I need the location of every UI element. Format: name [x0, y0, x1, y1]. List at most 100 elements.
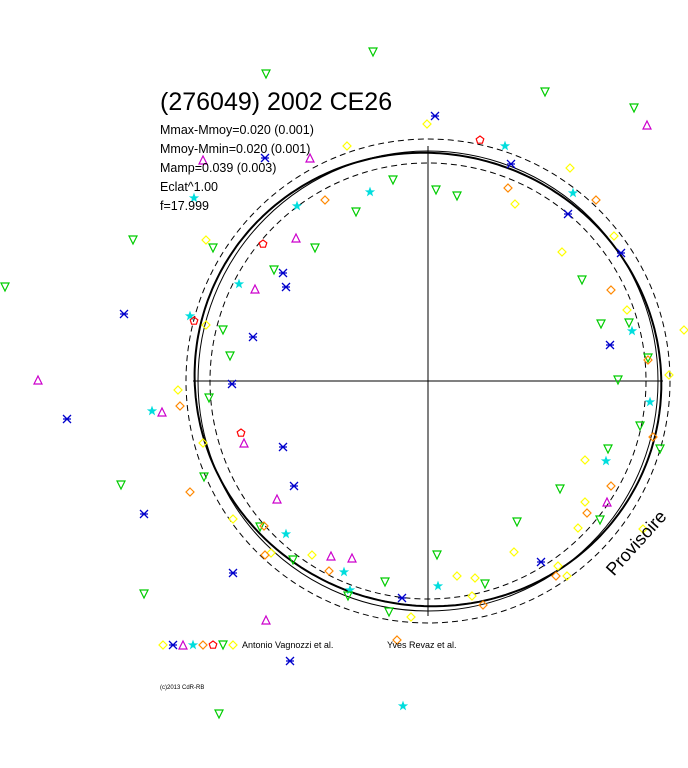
dashed-envelope-inner [209, 162, 647, 600]
data-point [605, 340, 615, 350]
data-point [236, 428, 246, 437]
data-point [119, 309, 129, 319]
data-point [248, 332, 258, 342]
data-point [602, 496, 612, 507]
data-point [281, 282, 291, 292]
data-point [189, 316, 199, 325]
data-point [326, 550, 336, 561]
data-point [642, 119, 652, 130]
legend-markers [158, 639, 238, 651]
data-point [580, 497, 590, 507]
data-point [368, 47, 378, 58]
data-point [128, 235, 138, 246]
data-point [228, 514, 238, 524]
data-point [320, 195, 330, 205]
data-point [175, 401, 185, 411]
data-point [643, 355, 653, 365]
data-point [214, 709, 224, 720]
data-point [655, 444, 665, 455]
data-point [432, 580, 444, 591]
legend-marker [187, 639, 199, 650]
stat-mmoy-mmin: Mmoy-Mmin=0.020 (0.001) [160, 142, 311, 156]
data-point [173, 385, 183, 395]
data-point [261, 614, 271, 625]
data-point [272, 493, 282, 504]
data-point [499, 140, 511, 151]
data-point [351, 207, 361, 218]
data-point [557, 247, 567, 257]
data-point [475, 135, 485, 144]
data-point [600, 455, 612, 466]
data-point [185, 487, 195, 497]
data-point [624, 318, 634, 329]
data-point [596, 319, 606, 330]
stat-mamp: Mamp=0.039 (0.003) [160, 161, 277, 175]
plot-guides [185, 138, 671, 624]
data-point [204, 393, 214, 404]
data-point [536, 557, 546, 567]
data-point [146, 405, 158, 416]
data-point [540, 87, 550, 98]
data-point [635, 421, 645, 432]
data-points [0, 47, 688, 720]
data-point [33, 374, 43, 385]
legend-marker [158, 640, 168, 650]
data-point [116, 480, 126, 491]
legend-marker [218, 640, 228, 651]
data-point [310, 243, 320, 254]
data-point [406, 612, 416, 622]
data-point [139, 509, 149, 519]
data-point [233, 278, 245, 289]
data-point [397, 700, 409, 711]
legend-label-observer2: Yves Revaz et al. [387, 640, 457, 650]
legend-marker [198, 640, 208, 650]
data-point [388, 175, 398, 186]
data-point [307, 550, 317, 560]
data-point [260, 550, 270, 560]
data-point [258, 239, 268, 248]
data-point [343, 591, 353, 602]
data-point [269, 265, 279, 276]
data-point [397, 593, 407, 603]
mean-circle [197, 150, 659, 612]
data-point [616, 248, 626, 258]
legend-label-observer1: Antonio Vagnozzi et al. [242, 640, 334, 650]
data-point [291, 232, 301, 243]
data-point [338, 566, 350, 577]
data-point [139, 589, 149, 600]
data-point [259, 521, 269, 531]
data-point [613, 375, 623, 386]
data-point [201, 320, 211, 330]
data-point [199, 472, 209, 483]
data-point [591, 195, 601, 205]
data-point [291, 200, 303, 211]
data-point [478, 600, 488, 610]
data-point [452, 571, 462, 581]
data-point [384, 607, 394, 618]
data-point [606, 285, 616, 295]
data-point [595, 515, 605, 526]
data-point [567, 187, 579, 198]
data-point [638, 524, 648, 534]
data-point [324, 566, 334, 576]
data-point [626, 325, 638, 336]
data-point [573, 523, 583, 533]
data-point [227, 379, 237, 389]
data-point [470, 573, 480, 583]
data-point [278, 268, 288, 278]
data-point [280, 528, 292, 539]
data-point [261, 69, 271, 80]
data-point [565, 163, 575, 173]
data-point [606, 481, 616, 491]
data-point [452, 191, 462, 202]
data-point [380, 577, 390, 588]
data-point [431, 185, 441, 196]
data-point [288, 555, 298, 566]
data-point [480, 579, 490, 590]
data-point [609, 231, 619, 241]
legend-marker [228, 640, 238, 650]
data-point [644, 396, 656, 407]
chart-title: (276049) 2002 CE26 [160, 88, 393, 116]
data-point [188, 192, 200, 203]
copyright-note: (c)2013 CdR-RB [160, 685, 205, 691]
